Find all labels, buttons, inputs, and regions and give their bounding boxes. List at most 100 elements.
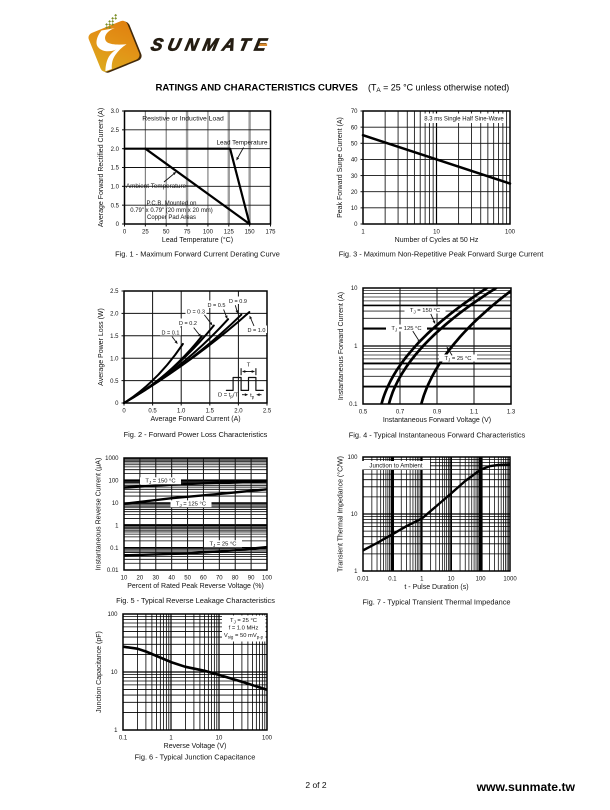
- svg-text:70: 70: [216, 576, 223, 582]
- svg-text:1: 1: [115, 523, 119, 529]
- svg-text:Lead Temperature: Lead Temperature: [217, 140, 268, 147]
- svg-text:Instantaneous Forward Current: Instantaneous Forward Current (A): [338, 292, 345, 400]
- svg-text:100: 100: [203, 230, 214, 236]
- svg-text:1: 1: [354, 344, 358, 350]
- svg-text:Fig. 6 - Typical Junction Capa: Fig. 6 - Typical Junction Capacitance: [135, 753, 256, 762]
- svg-text:TJ = 125 °C: TJ = 125 °C: [391, 326, 421, 332]
- svg-text:Peak Forward Surge Current (A): Peak Forward Surge Current (A): [337, 117, 344, 218]
- svg-text:50: 50: [163, 230, 170, 236]
- svg-text:t - Pulse Duration (s): t - Pulse Duration (s): [404, 584, 468, 591]
- svg-text:70: 70: [351, 109, 358, 115]
- svg-text:2 of 2: 2 of 2: [305, 780, 327, 790]
- svg-text:Fig. 5 - Typical Reverse Leaka: Fig. 5 - Typical Reverse Leakage Charact…: [116, 596, 275, 605]
- svg-text:60: 60: [351, 125, 358, 131]
- svg-text:50: 50: [351, 142, 358, 148]
- svg-text:0.79" x 0.79" (20 mm x 20 mm): 0.79" x 0.79" (20 mm x 20 mm): [130, 208, 213, 214]
- svg-text:0.1: 0.1: [110, 546, 119, 552]
- svg-text:Resistive or Inductive Load: Resistive or Inductive Load: [142, 115, 224, 122]
- svg-text:Junction Capacitance (pF): Junction Capacitance (pF): [96, 631, 103, 713]
- svg-text:TJ = 125 °C: TJ = 125 °C: [176, 502, 206, 508]
- svg-text:TJ = 150 °C: TJ = 150 °C: [410, 308, 440, 314]
- svg-text:1.5: 1.5: [206, 409, 215, 415]
- svg-text:25: 25: [142, 230, 149, 236]
- svg-text:Number of Cycles at 50 Hz: Number of Cycles at 50 Hz: [395, 237, 479, 244]
- svg-text:125: 125: [224, 230, 235, 236]
- svg-text:175: 175: [265, 230, 276, 236]
- svg-text:0.5: 0.5: [359, 410, 368, 416]
- svg-text:1.0: 1.0: [110, 356, 119, 362]
- svg-text:Average Forward Rectified Curr: Average Forward Rectified Current (A): [98, 108, 105, 227]
- svg-text:D = 0.5: D = 0.5: [208, 303, 226, 309]
- svg-text:10: 10: [111, 670, 118, 676]
- svg-text:150: 150: [245, 230, 256, 236]
- svg-text:0.1: 0.1: [119, 736, 128, 742]
- svg-text:30: 30: [152, 576, 159, 582]
- svg-text:100: 100: [476, 577, 487, 583]
- svg-text:1: 1: [420, 577, 424, 583]
- svg-text:Fig. 4 - Typical Instantaneous: Fig. 4 - Typical Instantaneous Forward C…: [349, 431, 526, 440]
- svg-text:100: 100: [505, 230, 516, 236]
- svg-text:tp: tp: [250, 393, 255, 399]
- svg-text:0.7: 0.7: [396, 410, 405, 416]
- svg-text:90: 90: [248, 576, 255, 582]
- svg-text:f = 1.0 MHz: f = 1.0 MHz: [229, 626, 259, 632]
- svg-text:0.01: 0.01: [357, 577, 369, 583]
- svg-text:1.0: 1.0: [177, 409, 186, 415]
- svg-text:1: 1: [361, 230, 365, 236]
- svg-text:D = 0.9: D = 0.9: [229, 299, 247, 305]
- svg-text:10: 10: [121, 576, 128, 582]
- svg-text:RATINGS AND CHARACTERISTICS CU: RATINGS AND CHARACTERISTICS CURVES: [156, 83, 359, 94]
- svg-text:100: 100: [108, 479, 119, 485]
- svg-text:0.5: 0.5: [111, 203, 120, 209]
- svg-text:Transient Thermal Impedance (°: Transient Thermal Impedance (°C/W): [337, 456, 345, 572]
- svg-text:100: 100: [107, 612, 118, 618]
- svg-text:Fig. 7 - Typical Transient The: Fig. 7 - Typical Transient Thermal Imped…: [362, 598, 510, 607]
- svg-text:1000: 1000: [105, 456, 119, 462]
- svg-text:Fig. 1 - Maximum Forward Curre: Fig. 1 - Maximum Forward Current Deratin…: [115, 250, 280, 259]
- svg-text:T: T: [247, 363, 251, 369]
- svg-text:10: 10: [448, 577, 455, 583]
- svg-text:www.sunmate.tw: www.sunmate.tw: [476, 780, 576, 794]
- svg-text:75: 75: [184, 230, 191, 236]
- svg-text:10: 10: [351, 206, 358, 212]
- svg-text:D = 0.3: D = 0.3: [187, 310, 205, 316]
- svg-text:1.0: 1.0: [111, 185, 120, 191]
- svg-text:1: 1: [114, 728, 118, 734]
- svg-text:0: 0: [115, 401, 119, 407]
- svg-text:20: 20: [137, 576, 144, 582]
- svg-text:10: 10: [351, 512, 358, 518]
- svg-text:D = 1.0: D = 1.0: [248, 328, 266, 334]
- svg-text:Average Power Loss (W): Average Power Loss (W): [98, 308, 105, 386]
- svg-text:10: 10: [216, 736, 223, 742]
- svg-text:2.5: 2.5: [111, 128, 120, 134]
- svg-text:Ambient Temperature: Ambient Temperature: [126, 183, 187, 190]
- svg-text:80: 80: [232, 576, 239, 582]
- svg-text:Percent of Rated Peak Reverse: Percent of Rated Peak Reverse Voltage (%…: [127, 583, 264, 590]
- svg-text:Copper Pad Areas: Copper Pad Areas: [147, 215, 196, 221]
- svg-text:0.1: 0.1: [388, 577, 397, 583]
- svg-text:(TA = 25 °C unless otherwise n: (TA = 25 °C unless otherwise noted): [368, 83, 509, 95]
- svg-text:Instantaneous Reverse Current: Instantaneous Reverse Current (µA): [96, 458, 103, 571]
- svg-text:2.5: 2.5: [263, 409, 272, 415]
- svg-text:1: 1: [169, 736, 173, 742]
- svg-text:3.0: 3.0: [111, 109, 120, 115]
- svg-text:D = tp/T: D = tp/T: [218, 393, 238, 399]
- svg-text:2.0: 2.0: [110, 312, 119, 318]
- svg-text:10: 10: [433, 230, 440, 236]
- svg-text:10: 10: [112, 501, 119, 507]
- svg-text:2.5: 2.5: [110, 289, 119, 295]
- svg-text:1.3: 1.3: [507, 410, 516, 416]
- svg-text:Vsig = 50 mVp-p: Vsig = 50 mVp-p: [224, 633, 264, 639]
- svg-text:1.1: 1.1: [470, 410, 479, 416]
- svg-text:0.9: 0.9: [433, 410, 442, 416]
- svg-text:40: 40: [168, 576, 175, 582]
- svg-text:TJ = 150 °C: TJ = 150 °C: [145, 479, 175, 485]
- svg-text:Instantaneous Forward Voltage: Instantaneous Forward Voltage (V): [383, 417, 491, 424]
- svg-text:100: 100: [347, 455, 358, 461]
- svg-text:0.5: 0.5: [110, 379, 119, 385]
- svg-text:Reverse Voltage (V): Reverse Voltage (V): [164, 743, 227, 750]
- svg-text:Average Forward Current (A): Average Forward Current (A): [150, 416, 240, 423]
- svg-text:P.C.B. Mounted on: P.C.B. Mounted on: [147, 201, 197, 207]
- svg-text:0: 0: [116, 222, 120, 228]
- svg-text:1.5: 1.5: [111, 166, 120, 172]
